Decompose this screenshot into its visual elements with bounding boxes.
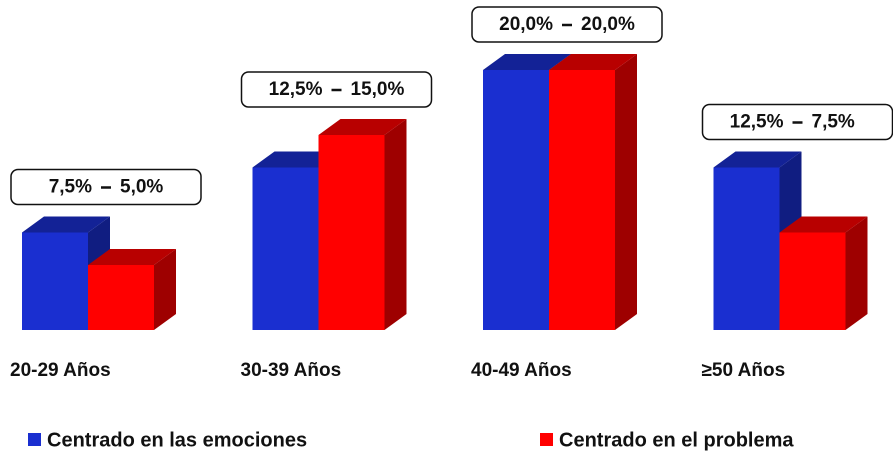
bar-top — [713, 151, 802, 168]
legend-label: Centrado en las emociones — [47, 429, 307, 451]
bar — [22, 232, 88, 330]
bar-top — [483, 54, 571, 70]
value-label: 20,0% — [581, 14, 635, 35]
legend-label: Centrado en el problema — [559, 429, 794, 451]
value-label: 7,5% — [49, 177, 92, 198]
value-label: 7,5% — [812, 112, 855, 133]
bar-top — [779, 216, 868, 233]
category-label: 40-49 Años — [471, 360, 572, 381]
bar-side — [845, 216, 868, 330]
legend-swatch — [28, 433, 41, 446]
category-label: ≥50 Años — [702, 360, 786, 381]
bar — [483, 70, 549, 330]
value-label: 20,0% — [499, 14, 553, 35]
bar-top — [549, 54, 637, 70]
category-label: 20-29 Años — [10, 360, 111, 381]
bar-side — [154, 249, 176, 330]
bar — [252, 167, 319, 330]
bar-side — [384, 119, 407, 330]
bar-side — [615, 54, 637, 330]
bar-top — [88, 249, 176, 265]
legend-swatch — [540, 433, 553, 446]
bar — [549, 70, 615, 330]
value-label: 15,0% — [351, 79, 405, 100]
value-label: 12,5% — [269, 79, 323, 100]
bar — [88, 265, 154, 330]
bar-top — [318, 119, 407, 135]
value-label: 12,5% — [730, 112, 784, 133]
bar-top — [22, 216, 110, 233]
bar — [779, 232, 846, 330]
category-label: 30-39 Años — [241, 360, 342, 381]
bar — [318, 135, 385, 330]
bar — [713, 167, 780, 330]
value-label: 5,0% — [120, 177, 163, 198]
